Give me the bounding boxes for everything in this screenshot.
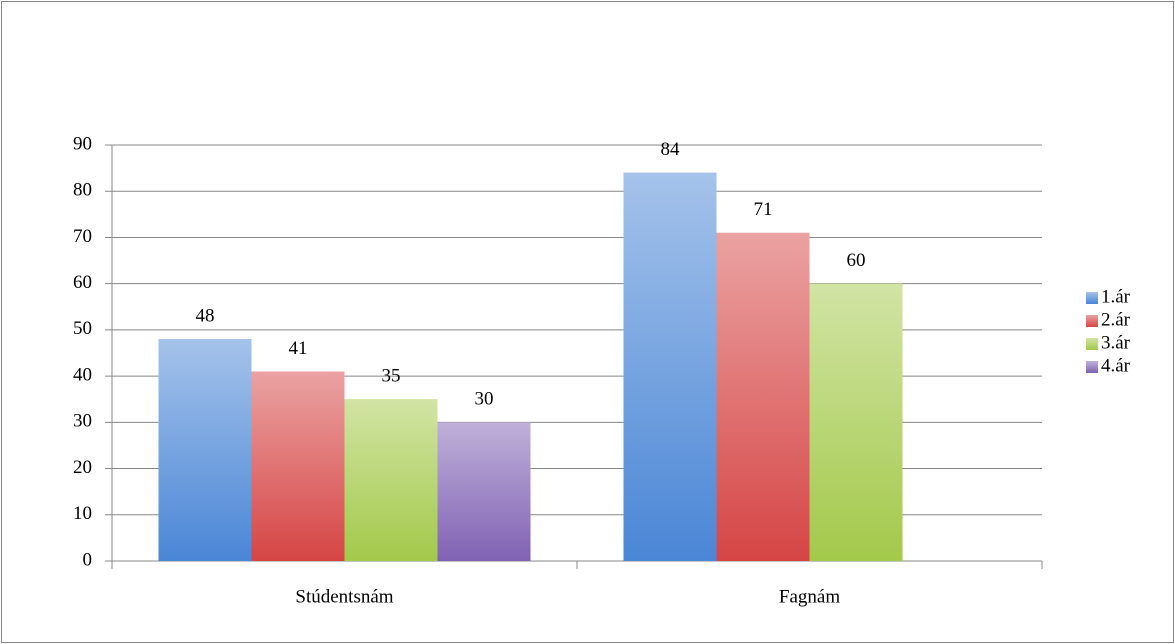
legend-swatch-shine bbox=[1086, 292, 1098, 304]
legend-label: 4.ár bbox=[1101, 355, 1131, 376]
data-label: 41 bbox=[289, 338, 308, 359]
bar-shine bbox=[251, 371, 345, 561]
legend-label: 2.ár bbox=[1101, 309, 1131, 330]
y-tick-label: 20 bbox=[73, 457, 92, 478]
legend-label: 3.ár bbox=[1101, 332, 1131, 353]
data-label: 84 bbox=[661, 139, 681, 160]
y-tick-label: 90 bbox=[73, 133, 92, 154]
data-label: 30 bbox=[475, 389, 494, 410]
y-tick-label: 30 bbox=[73, 411, 92, 432]
data-label: 60 bbox=[847, 250, 866, 271]
legend-swatch-shine bbox=[1086, 315, 1098, 327]
data-label: 35 bbox=[382, 366, 401, 387]
y-tick-label: 50 bbox=[73, 318, 92, 339]
x-tick-label: Stúdentsnám bbox=[295, 586, 393, 607]
legend-swatch-shine bbox=[1086, 361, 1098, 373]
bar-shine bbox=[437, 422, 531, 561]
bar-shine bbox=[716, 232, 810, 562]
x-tick-label: Fagnám bbox=[779, 586, 840, 607]
y-tick-label: 60 bbox=[73, 272, 92, 293]
y-tick-label: 70 bbox=[73, 226, 92, 247]
y-tick-label: 80 bbox=[73, 180, 92, 201]
y-tick-label: 0 bbox=[83, 549, 93, 570]
data-label: 71 bbox=[754, 199, 773, 220]
legend-swatch-shine bbox=[1086, 338, 1098, 350]
legend-label: 1.ár bbox=[1101, 286, 1131, 307]
data-label: 48 bbox=[196, 305, 215, 326]
bar-shine bbox=[809, 283, 903, 561]
y-tick-label: 10 bbox=[73, 503, 92, 524]
y-tick-label: 40 bbox=[73, 364, 92, 385]
bar-shine bbox=[344, 399, 438, 561]
bar-shine bbox=[623, 172, 717, 561]
bar-shine bbox=[158, 339, 252, 561]
